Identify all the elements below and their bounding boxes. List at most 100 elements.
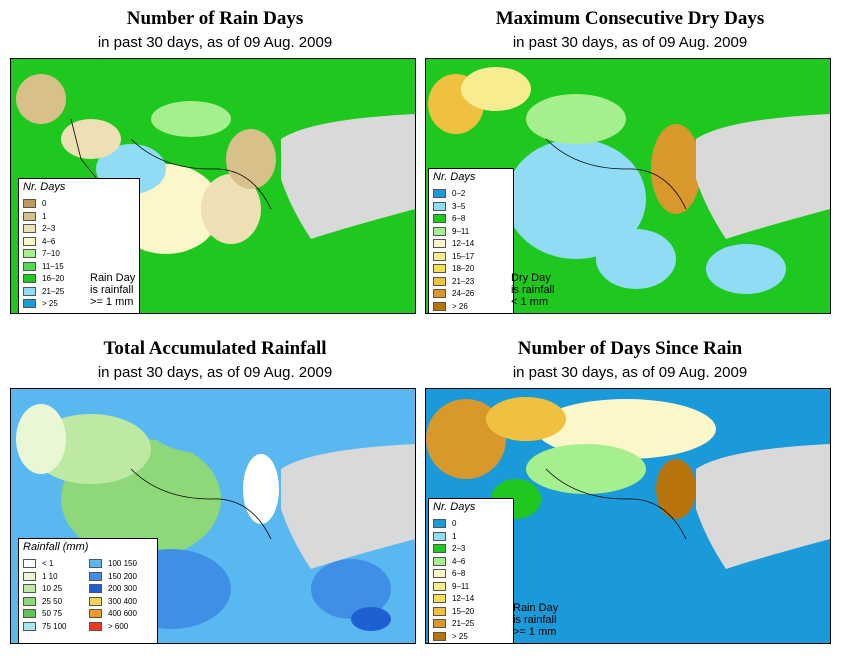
legend-item: 25 50 (23, 596, 62, 606)
legend-swatch (23, 249, 36, 258)
legend-swatch (433, 631, 446, 641)
note-line: Dry Day (511, 272, 551, 284)
legend-swatch (23, 224, 36, 233)
legend-swatch (433, 276, 446, 286)
legend-label: 300 400 (108, 596, 137, 606)
legend-max-dry-days: Nr. Days 0–2 3–5 6–8 9–11 12–14 15–17 18–20 21–… (428, 168, 514, 314)
legend-item: 4–6 (433, 556, 466, 566)
legend-label: 12–14 (452, 594, 475, 603)
map-max-dry-days-graphic (426, 59, 830, 313)
legend-swatch (433, 569, 446, 578)
legend-item: 200 300 (89, 584, 137, 593)
legend-swatch (23, 584, 36, 593)
note-line: < 1 mm (511, 296, 548, 308)
panel-title: Total Accumulated Rainfall (103, 338, 327, 359)
legend-label: > 25 (452, 631, 468, 641)
legend-label: 0 (452, 519, 457, 528)
legend-title: Nr. Days (433, 501, 476, 513)
legend-swatch (23, 621, 36, 631)
note-line: is rainfall (90, 284, 134, 296)
legend-swatch (433, 226, 446, 236)
legend-label: 1 10 (42, 571, 58, 581)
legend-swatch (89, 559, 102, 568)
note-line: Rain Day (90, 272, 136, 284)
legend-title: Rainfall (mm) (23, 541, 89, 553)
legend-days-since-rain: Nr. Days 0 1 2–3 4–6 6–8 9–11 12–14 15–20 21–25 >… (428, 498, 514, 644)
legend-item: 1 (433, 531, 456, 541)
legend-swatch (433, 251, 446, 261)
legend-label: 400 600 (108, 609, 137, 618)
legend-item: 300 400 (89, 596, 137, 606)
legend-label: 15–17 (452, 251, 475, 261)
legend-label: 10 25 (42, 584, 63, 593)
legend-swatch (433, 619, 446, 628)
legend-swatch (23, 199, 36, 208)
legend-label: 4–6 (452, 556, 466, 566)
legend-swatch (433, 594, 446, 603)
legend-label: 3–5 (452, 201, 466, 211)
legend-swatch (23, 274, 36, 283)
panel-title: Number of Rain Days (126, 8, 304, 29)
legend-swatch (433, 606, 446, 616)
legend-label: 15–20 (452, 606, 475, 616)
legend-item: 7–10 (23, 249, 60, 258)
legend-swatch (89, 596, 102, 606)
note-line: >= 1 mm (90, 296, 134, 308)
legend-swatch (89, 571, 102, 581)
legend-item: 21–23 (433, 276, 474, 286)
legend-item: 1 10 (23, 571, 58, 581)
legend-swatch (23, 299, 36, 308)
legend-item: 16–20 (23, 274, 64, 283)
legend-swatch (433, 301, 446, 311)
legend-swatch (433, 289, 446, 298)
legend-rain-days: Nr. Days 0 1 2–3 4–6 7–10 11–15 16–20 21–25 > 25 (18, 178, 140, 314)
legend-label: 4–6 (42, 236, 56, 246)
legend-item: > 25 (433, 631, 468, 641)
legend-item: 1 (23, 211, 47, 221)
panel-rain-days: Number of Rain Days in past 30 days, as … (10, 0, 420, 320)
legend-item: 12–14 (433, 239, 474, 248)
legend-label: 150 200 (108, 571, 137, 581)
legend-label: 0–2 (452, 189, 466, 198)
legend-swatch (89, 609, 102, 618)
legend-label: 1 (42, 211, 47, 221)
legend-item: > 600 (89, 621, 129, 631)
legend-label: 6–8 (452, 569, 466, 578)
legend-label: 50 75 (42, 609, 63, 618)
legend-item: 10 25 (23, 584, 62, 593)
legend-item: 6–8 (433, 214, 465, 223)
map-max-dry-days (425, 58, 831, 314)
legend-item: 0 (23, 199, 46, 208)
legend-item: 6–8 (433, 569, 465, 578)
legend-label: 100 150 (108, 559, 137, 568)
legend-label: > 600 (108, 621, 129, 631)
legend-label: 7–10 (42, 249, 60, 258)
legend-swatch (23, 211, 36, 221)
legend-swatch (433, 214, 446, 223)
legend-label: 16–20 (42, 274, 65, 283)
legend-item: > 26 (433, 301, 468, 311)
legend-swatch (433, 544, 446, 553)
legend-item: 21–25 (23, 286, 65, 296)
legend-item: 9–11 (433, 226, 469, 236)
legend-item: 150 200 (89, 571, 137, 581)
legend-swatch (23, 286, 36, 296)
legend-item: 9–11 (433, 581, 469, 591)
legend-swatch (89, 621, 102, 631)
legend-item: 2–3 (433, 544, 465, 553)
legend-label: > 25 (42, 299, 58, 308)
legend-item: 3–5 (433, 201, 466, 211)
legend-item: > 25 (23, 299, 58, 308)
legend-swatch (433, 556, 446, 566)
legend-item: 2–3 (23, 224, 55, 233)
panel-days-since-rain: Number of Days Since Rain in past 30 day… (425, 330, 835, 650)
legend-total-rainfall: Rainfall (mm) < 1 1 10 10 25 25 50 50 75 75 1… (18, 538, 158, 644)
legend-item: 18–20 (433, 264, 474, 273)
note-line: Rain Day (513, 602, 559, 614)
legend-item: 0 (433, 519, 456, 528)
legend-label: 6–8 (452, 214, 466, 223)
legend-label: > 26 (452, 301, 468, 311)
legend-label: 200 300 (108, 584, 137, 593)
legend-label: 21–25 (42, 286, 65, 296)
legend-title: Nr. Days (433, 171, 476, 183)
